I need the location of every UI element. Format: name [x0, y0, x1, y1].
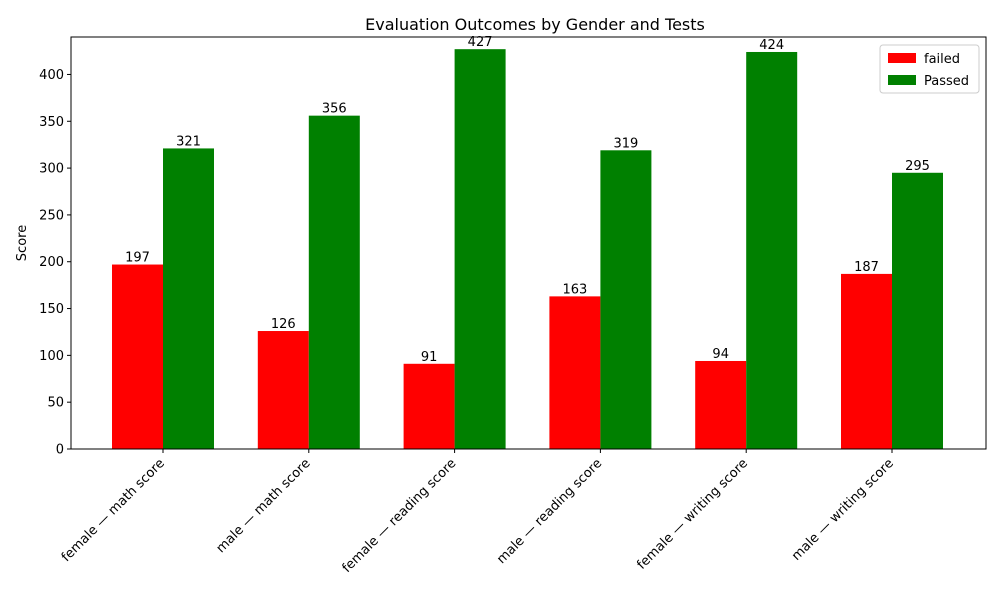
y-tick-label: 350 [39, 115, 64, 130]
x-tick-label: male — math score [214, 456, 314, 556]
legend-swatch-failed [888, 53, 916, 63]
x-tick-label: female — math score [59, 456, 168, 565]
y-axis-label: Score [15, 225, 30, 261]
bar-failed [112, 264, 163, 449]
data-label: 356 [322, 102, 347, 117]
y-tick-label: 400 [39, 68, 64, 83]
bar-passed [600, 150, 652, 450]
y-tick-label: 100 [39, 349, 64, 364]
plot-area: 0 50 100 150 200 250 300 350 400 197 321 female — m… [39, 35, 943, 576]
y-tick-label: 150 [39, 302, 64, 317]
data-label: 424 [759, 38, 784, 53]
bar-failed [257, 331, 309, 449]
y-tick-label: 300 [39, 162, 64, 177]
legend-label-passed: Passed [924, 74, 969, 89]
y-tick-label: 50 [47, 396, 64, 411]
bar-passed [892, 172, 943, 450]
legend-label-failed: failed [924, 52, 960, 67]
bar-passed [308, 115, 360, 450]
y-tick-label: 0 [56, 443, 64, 458]
bar-failed [403, 363, 455, 449]
data-label: 427 [468, 35, 493, 50]
data-label: 187 [854, 260, 879, 275]
data-label: 126 [271, 317, 296, 332]
plot-frame [70, 36, 987, 450]
x-tick-label: male — reading score [494, 456, 605, 567]
bar-passed [163, 148, 214, 449]
data-label: 295 [905, 159, 930, 174]
data-label: 163 [562, 282, 587, 297]
x-tick-label: male — writing score [789, 456, 897, 564]
data-label: 321 [176, 134, 201, 149]
x-tick-label: female — reading score [340, 456, 460, 576]
data-label: 91 [421, 350, 438, 365]
legend: failed Passed [879, 44, 980, 94]
chart-title: Evaluation Outcomes by Gender and Tests [365, 15, 705, 34]
data-label: 94 [712, 347, 729, 362]
bar-passed [454, 49, 506, 449]
bar-passed [746, 51, 798, 450]
bar-failed [841, 273, 892, 449]
y-tick-label: 250 [39, 208, 64, 223]
x-tick-label: female — writing score [634, 456, 751, 573]
data-label: 319 [613, 136, 638, 151]
legend-swatch-passed [888, 75, 916, 85]
bar-failed [695, 360, 747, 449]
data-label: 197 [125, 251, 150, 266]
y-tick-label: 200 [39, 255, 64, 270]
bar-failed [549, 296, 601, 449]
